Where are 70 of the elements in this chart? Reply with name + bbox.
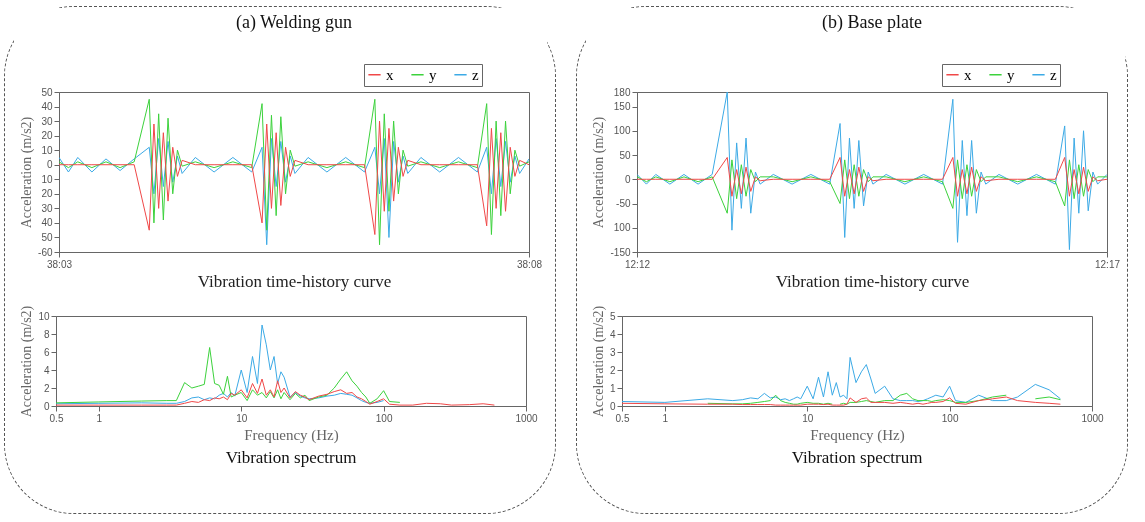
y-axis-title: Acceleration (m/s2)	[590, 305, 607, 418]
y-tick-label: 3	[609, 346, 616, 358]
y-tick-label: 30	[41, 202, 53, 214]
line-series	[59, 120, 529, 236]
y-tick-label: 40	[41, 101, 53, 113]
legend-label: y	[429, 66, 437, 83]
y-tick-label: 30	[41, 115, 53, 127]
y-tick-label: 150	[613, 101, 631, 113]
x-axis-title: Vibration time-history curve	[197, 271, 392, 291]
y-axis-title: Acceleration (m/s2)	[591, 116, 608, 229]
x-tick-label: 1000	[1081, 412, 1105, 424]
y-tick-label: -150	[610, 246, 631, 258]
legend-label: x	[964, 66, 972, 83]
x-tick-label: 100	[375, 412, 393, 424]
y-axis-title: Acceleration (m/s2)	[19, 116, 36, 229]
y-tick-label: 40	[41, 217, 53, 229]
y-tick-label: 10	[41, 144, 53, 156]
x-axis-title: Vibration time-history curve	[775, 271, 970, 291]
y-tick-label: 0	[609, 400, 616, 412]
y-tick-label: 50	[619, 149, 631, 161]
line-series	[637, 156, 1107, 197]
legend-label: z	[1050, 66, 1057, 83]
x-tick-label: 38:03	[46, 258, 73, 270]
y-tick-label: 100	[613, 125, 631, 137]
y-tick-label: 0	[43, 400, 50, 412]
y-tick-label: 0	[624, 173, 631, 185]
chart-title: (a) Welding gun	[235, 11, 353, 33]
y-tick-label: 100	[613, 222, 631, 234]
y-tick-label: 4	[609, 328, 616, 340]
y-tick-label: 1	[609, 382, 616, 394]
x-tick-label: 1	[96, 412, 103, 424]
text: Vibration spectrum	[791, 448, 923, 467]
y-tick-label: 8	[43, 328, 50, 340]
y-tick-label: 5	[609, 310, 616, 322]
y-tick-label: 180	[613, 86, 631, 98]
y-tick-label: 10	[41, 173, 53, 185]
x-tick-label: 1	[662, 412, 669, 424]
legend-label: x	[386, 66, 394, 83]
chart-title: (b) Base plate	[822, 11, 922, 33]
y-tick-label: 4	[43, 364, 50, 376]
x-tick-label: 0.5	[615, 412, 630, 424]
x-tick-label: 12:17	[1094, 258, 1121, 270]
x-axis-title: Frequency (Hz)	[810, 426, 905, 444]
line-series	[637, 92, 1107, 251]
y-tick-label: -50	[616, 198, 631, 210]
y-tick-label: -60	[38, 246, 53, 258]
x-tick-label: 10	[236, 412, 248, 424]
x-tick-label: 10	[802, 412, 814, 424]
text: Vibration spectrum	[225, 448, 357, 467]
x-tick-label: 0.5	[49, 412, 64, 424]
y-tick-label: 2	[609, 364, 616, 376]
y-tick-label: 2	[43, 382, 50, 394]
y-tick-label: 0	[46, 159, 53, 171]
x-tick-label: 38:08	[516, 258, 543, 270]
x-tick-label: 100	[941, 412, 959, 424]
x-axis-title: Frequency (Hz)	[244, 426, 339, 444]
x-tick-label: 1000	[515, 412, 539, 424]
legend-label: z	[472, 66, 479, 83]
y-tick-label: 6	[43, 346, 50, 358]
line-series	[59, 138, 529, 246]
line-series	[637, 159, 1107, 214]
y-tick-label: 50	[41, 231, 53, 243]
y-tick-label: 20	[41, 188, 53, 200]
legend-label: y	[1007, 66, 1015, 83]
y-tick-label: 20	[41, 130, 53, 142]
line-series	[59, 98, 529, 246]
y-tick-label: 50	[41, 86, 53, 98]
x-tick-label: 12:12	[624, 258, 651, 270]
y-tick-label: 10	[38, 310, 50, 322]
y-axis-title: Acceleration (m/s2)	[19, 305, 36, 418]
